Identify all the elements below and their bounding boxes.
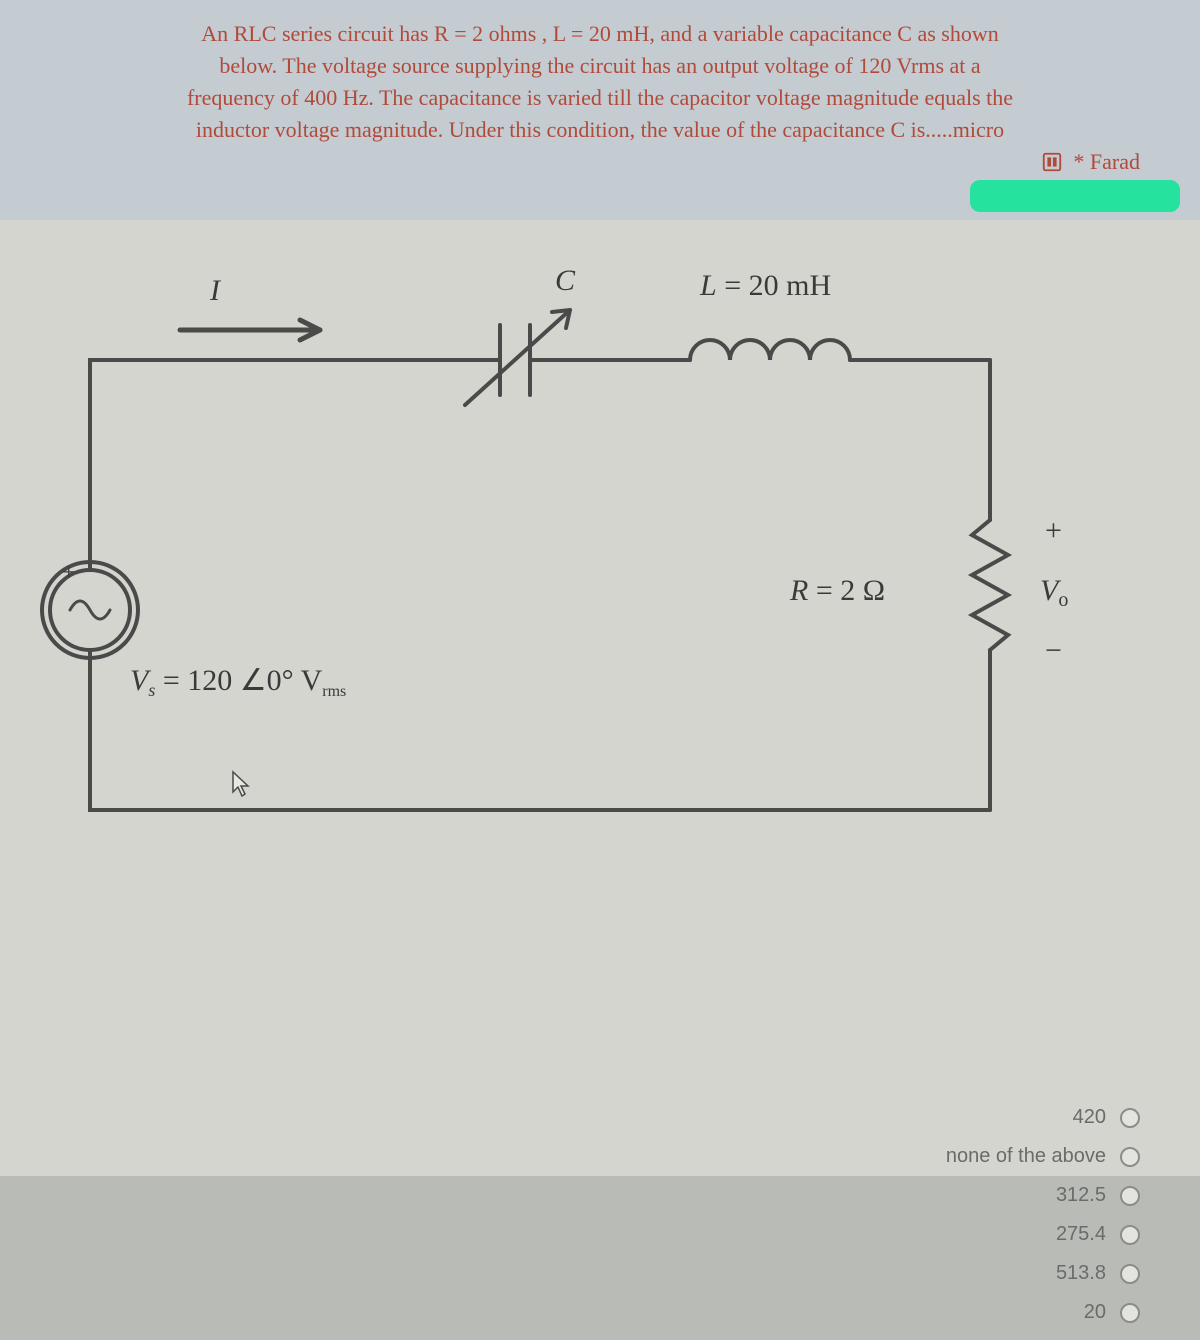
question-header: An RLC series circuit has R = 2 ohms , L… — [0, 0, 1200, 220]
radio-icon[interactable] — [1120, 1147, 1140, 1167]
answer-label: 20 — [1084, 1301, 1106, 1324]
answer-option[interactable]: none of the above — [946, 1145, 1140, 1168]
label-source: Vs = 120 ∠0° Vrms — [130, 664, 346, 700]
highlight-annotation — [970, 180, 1180, 212]
label-vout-plus: + — [1045, 514, 1062, 547]
answer-label: 275.4 — [1056, 1223, 1106, 1246]
figure-region: + I C L = 20 mH R = 2 Ω + Vo − Vs = 120 … — [0, 220, 1200, 1176]
answer-options: 420 none of the above 312.5 275.4 513.8 … — [946, 1090, 1140, 1340]
answer-option[interactable]: 20 — [946, 1301, 1140, 1324]
label-vout-minus: − — [1045, 634, 1062, 667]
radio-icon[interactable] — [1120, 1186, 1140, 1206]
label-vout: Vo — [1040, 574, 1068, 611]
answer-label: 312.5 — [1056, 1184, 1106, 1207]
label-capacitor: C — [555, 264, 576, 297]
label-inductor: L = 20 mH — [699, 269, 831, 302]
question-line-3: frequency of 400 Hz. The capacitance is … — [187, 85, 1013, 110]
label-current: I — [209, 274, 222, 307]
answer-label: 513.8 — [1056, 1262, 1106, 1285]
radio-icon[interactable] — [1120, 1303, 1140, 1323]
question-line-4: inductor voltage magnitude. Under this c… — [196, 117, 1004, 142]
cursor-icon — [230, 770, 252, 805]
required-icon — [1041, 151, 1063, 173]
question-line-1: An RLC series circuit has R = 2 ohms , L… — [201, 21, 998, 46]
svg-text:+: + — [62, 560, 76, 586]
label-resistor: R = 2 Ω — [789, 574, 885, 607]
answer-label: 420 — [1073, 1106, 1106, 1129]
answer-option[interactable]: 420 — [946, 1106, 1140, 1129]
radio-icon[interactable] — [1120, 1264, 1140, 1284]
question-unit: * Farad — [1073, 146, 1140, 178]
circuit-diagram: + I C L = 20 mH R = 2 Ω + Vo − Vs = 120 … — [0, 220, 1200, 920]
answer-label: none of the above — [946, 1145, 1106, 1168]
answer-option[interactable]: 513.8 — [946, 1262, 1140, 1285]
radio-icon[interactable] — [1120, 1225, 1140, 1245]
answer-option[interactable]: 312.5 — [946, 1184, 1140, 1207]
question-line-2: below. The voltage source supplying the … — [219, 53, 980, 78]
answer-option[interactable]: 275.4 — [946, 1223, 1140, 1246]
question-text: An RLC series circuit has R = 2 ohms , L… — [40, 18, 1160, 146]
radio-icon[interactable] — [1120, 1108, 1140, 1128]
